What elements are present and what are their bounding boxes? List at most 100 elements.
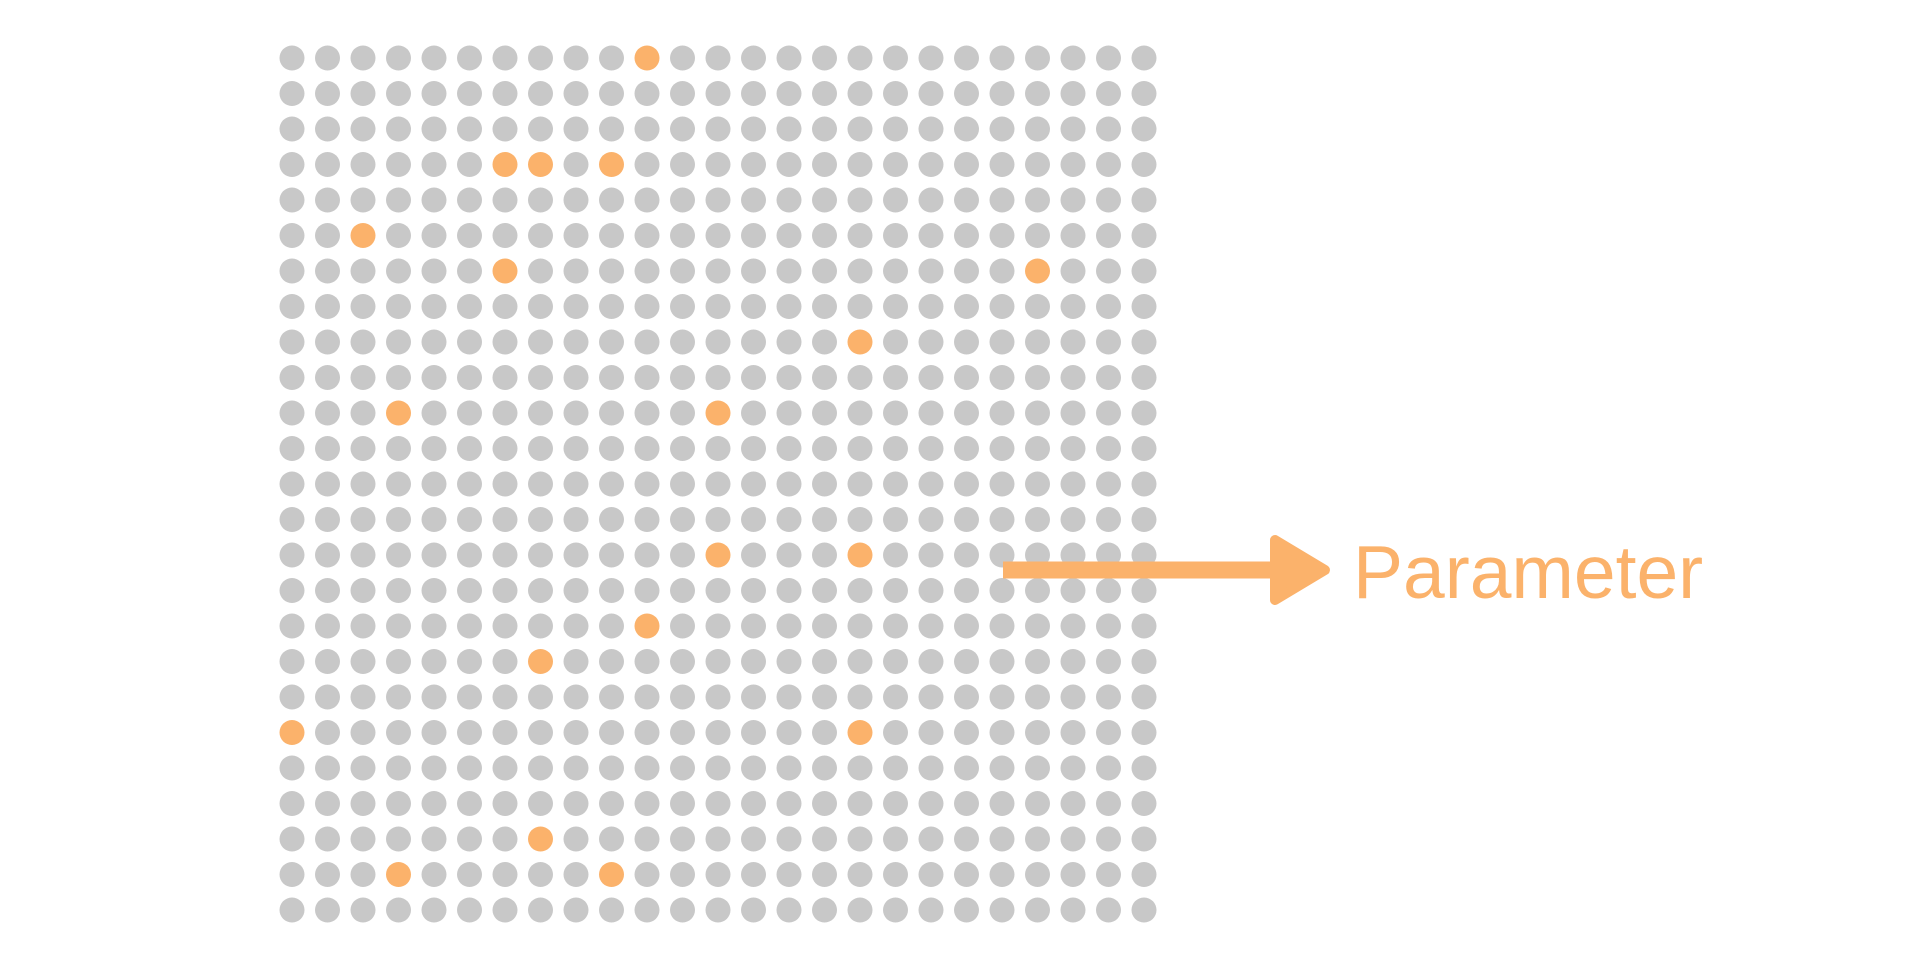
grid-dot [847, 897, 873, 923]
grid-dot [847, 862, 873, 887]
grid-dot [634, 542, 660, 568]
grid-dot [741, 542, 766, 568]
grid-dot [315, 613, 340, 639]
grid-dot [1096, 294, 1121, 319]
grid-dot [1025, 152, 1050, 177]
grid-dot [883, 684, 908, 710]
grid-dot [421, 720, 447, 745]
grid-dot [421, 791, 447, 816]
grid-dot [1060, 720, 1086, 745]
dot-grid [279, 45, 1157, 923]
grid-dot [1060, 365, 1086, 390]
grid-dot [634, 578, 660, 603]
grid-dot [883, 365, 908, 390]
grid-dot [705, 187, 731, 213]
grid-dot [315, 258, 340, 284]
grid-dot [528, 223, 553, 248]
grid-dot [386, 223, 411, 248]
grid-dot [705, 45, 731, 71]
grid-dot [776, 507, 802, 532]
grid-dot [421, 152, 447, 177]
grid-dot [776, 897, 802, 923]
grid-dot [1025, 365, 1050, 390]
grid-dot [741, 187, 766, 213]
grid-dot [421, 223, 447, 248]
grid-dot [315, 684, 340, 710]
grid-dot [847, 826, 873, 852]
grid-dot [918, 223, 944, 248]
grid-dot [741, 578, 766, 603]
grid-dot [670, 471, 695, 497]
grid-dot [1096, 720, 1121, 745]
grid-dot [634, 649, 660, 674]
grid-dot [599, 365, 624, 390]
grid-dot [315, 329, 340, 355]
grid-dot [421, 649, 447, 674]
grid-dot [883, 862, 908, 887]
grid-dot [1025, 613, 1050, 639]
grid-dot [989, 649, 1015, 674]
grid-dot [279, 897, 305, 923]
grid-dot [1025, 294, 1050, 319]
grid-dot [741, 152, 766, 177]
grid-dot [1025, 436, 1050, 461]
grid-dot [776, 578, 802, 603]
grid-dot [315, 187, 340, 213]
highlighted-dot [492, 152, 518, 177]
grid-dot [741, 684, 766, 710]
grid-dot [847, 755, 873, 781]
grid-dot [528, 507, 553, 532]
grid-dot [918, 791, 944, 816]
grid-dot [1025, 684, 1050, 710]
grid-dot [1025, 329, 1050, 355]
grid-dot [883, 223, 908, 248]
grid-dot [563, 152, 589, 177]
grid-dot [1131, 791, 1157, 816]
grid-dot [954, 684, 979, 710]
grid-dot [705, 755, 731, 781]
grid-dot [989, 720, 1015, 745]
grid-dot [1025, 862, 1050, 887]
grid-dot [954, 436, 979, 461]
grid-dot [350, 81, 376, 106]
grid-dot [1060, 116, 1086, 142]
grid-dot [1096, 613, 1121, 639]
grid-dot [350, 684, 376, 710]
grid-dot [563, 720, 589, 745]
grid-dot [457, 45, 482, 71]
grid-dot [528, 116, 553, 142]
grid-dot [350, 258, 376, 284]
grid-dot [1131, 897, 1157, 923]
grid-dot [457, 720, 482, 745]
grid-dot [776, 400, 802, 426]
grid-dot [634, 720, 660, 745]
grid-dot [1131, 294, 1157, 319]
grid-dot [350, 542, 376, 568]
grid-dot [1025, 897, 1050, 923]
grid-dot [954, 365, 979, 390]
grid-dot [421, 45, 447, 71]
grid-dot [989, 684, 1015, 710]
grid-dot [421, 187, 447, 213]
grid-dot [599, 294, 624, 319]
grid-dot [812, 684, 837, 710]
grid-dot [705, 436, 731, 461]
grid-dot [954, 400, 979, 426]
grid-dot [989, 329, 1015, 355]
grid-dot [1060, 81, 1086, 106]
grid-dot [386, 578, 411, 603]
grid-dot [954, 187, 979, 213]
highlighted-dot [386, 862, 411, 887]
parameter-annotation: Parameter [1003, 530, 1703, 614]
grid-dot [386, 152, 411, 177]
grid-dot [315, 542, 340, 568]
grid-dot [492, 862, 518, 887]
grid-dot [741, 613, 766, 639]
grid-dot [954, 223, 979, 248]
grid-dot [812, 294, 837, 319]
grid-dot [599, 223, 624, 248]
grid-dot [421, 684, 447, 710]
grid-dot [1131, 684, 1157, 710]
grid-dot [1060, 578, 1086, 603]
grid-dot [315, 152, 340, 177]
